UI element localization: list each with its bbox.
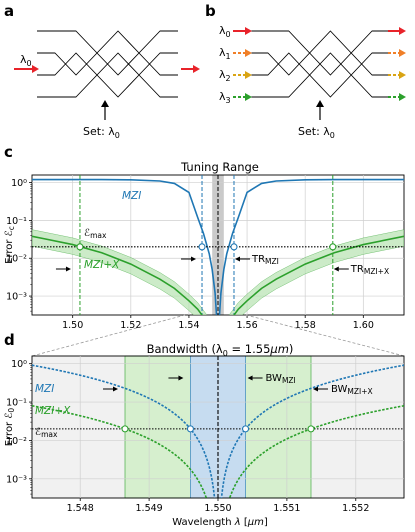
chart-d-xlabel: Wavelength λ [μm] [172,517,268,528]
chart-c-ytick-label: 10⁻³ [6,292,27,303]
chart-tuning-range: 1.50 1.52 1.54 1.56 1.58 1.60 10⁰ 10⁻¹ 10⁻² 10⁻³ M… [4,174,405,331]
output-arrowhead-b-2 [399,71,406,79]
chart-c-series-mzi [32,178,404,315]
chart-d-marker-2 [242,425,250,433]
chart-bandwidth: 1.548 1.549 1.550 1.551 1.552 10⁰ 10⁻¹ 10⁻² 10⁻³… [4,355,405,514]
set-label-a: Set: λ0 [83,125,120,140]
chart-c-xtick-label: 1.54 [178,320,199,331]
tr-mzi-arrow-right-head [234,256,240,262]
chart-c-marker-1 [198,243,206,251]
chart-c-marker-2 [230,243,238,251]
output-arrow-a [181,65,200,73]
chart-c-plot [32,175,404,315]
panel-d-label: d [4,331,15,349]
mzi-mesh-a [37,30,178,98]
chart-d-xtick-label: 1.549 [136,503,163,514]
chart-d-emax-label: ℰmax [35,427,58,439]
chart-c-mzi-label: MZI [122,190,141,202]
chart-d-xtick-label: 1.548 [67,503,94,514]
chart-d-title: Bandwidth (λ0 = 1.55μm) [147,342,294,358]
chart-c-ytick-label: 10⁰ [11,178,27,189]
chart-d-xtick-label: 1.552 [342,503,369,514]
chart-d-ytick-label: 10⁻¹ [6,398,27,409]
chart-d-ytick-label: 10⁰ [11,359,27,370]
wavelength-arrows-b: λ0 λ1 λ2 λ3 [219,24,406,105]
chart-c-xtick-label: 1.52 [120,320,141,331]
chart-c-xtick-label: 1.56 [236,320,257,331]
input-label-b-0: λ0 [219,24,231,39]
bw-mzix-arrow-right-head [313,386,318,392]
chart-d-marker-1 [186,425,194,433]
chart-d-series-mzi [32,364,404,498]
tr-mzi-arrow-left-head [191,256,197,262]
zoom-connector-left [31,314,186,357]
input-label-a: λ0 [20,53,32,68]
input-arrowhead-b-1 [245,49,252,57]
chart-c-ytick-label: 10⁻² [6,254,27,265]
zoom-connector-right [245,314,405,357]
bw-mzi-arrow-left-head [178,375,184,381]
bw-mzix-label: BWMZI+X [331,384,373,396]
input-arrowhead-b-0 [245,27,252,35]
chart-d-ytick-label: 10⁻² [6,436,27,447]
chart-d-ytick-label: 10⁻³ [6,474,27,485]
input-label-b-1: λ1 [219,46,231,61]
panel-c-label: c [4,143,13,161]
chart-d-marker-3 [307,425,315,433]
chart-d-plot [32,356,404,498]
set-arrow-a [101,100,109,120]
chart-d-xtick-label: 1.550 [204,503,231,514]
output-arrowhead-b-0 [399,27,406,35]
input-arrow-a [14,65,39,73]
input-arrowhead-b-3 [245,93,252,101]
input-label-b-3: λ3 [219,90,231,105]
chart-c-xtick-label: 1.58 [295,320,316,331]
input-arrowhead-b-2 [245,71,252,79]
chart-c-ylabel: Error ℰc [4,226,16,264]
output-arrowhead-b-1 [399,49,406,57]
chart-c-emax-label: ℰmax [84,228,107,240]
chart-d-ylabel: Error ℰ0 [4,408,16,447]
bw-mzi-arrow-right-head [247,375,253,381]
mzi-mesh-b [250,30,390,98]
input-label-b-2: λ2 [219,68,231,83]
chart-c-xtick-label: 1.50 [62,320,83,331]
tr-mzix-arrow-left-head [65,266,71,272]
chart-c-title: Tuning Range [180,160,259,174]
chart-c-marker-0 [76,243,84,251]
chart-c-series-mziplusx [32,235,404,315]
output-arrowhead-b-3 [399,93,406,101]
set-label-b: Set: λ0 [298,125,335,140]
chart-c-xtick-label: 1.60 [353,320,374,331]
panel-a-label: a [4,2,14,20]
panel-b-label: b [205,2,216,20]
mzix-band-left [32,229,208,315]
tr-mzix-arrow-right-head [333,266,339,272]
chart-d-marker-0 [121,425,129,433]
set-arrow-b [316,100,324,120]
bw-mzix-arrow-left-head [113,386,118,392]
tr-mzix-label: TRMZI+X [350,264,389,276]
chart-d-mzi-label: MZI [35,383,54,395]
chart-c-mzix-label: MZI+X [84,259,120,271]
tr-mzi-label: TRMZI [251,254,279,266]
chart-d-xtick-label: 1.551 [273,503,300,514]
bw-mzi-label: BWMZI [266,373,296,385]
chart-d-mzix-label: MZI+X [35,405,71,417]
chart-c-ytick-label: 10⁻¹ [6,216,27,227]
chart-c-marker-3 [329,243,337,251]
mzix-band-right [228,229,404,315]
